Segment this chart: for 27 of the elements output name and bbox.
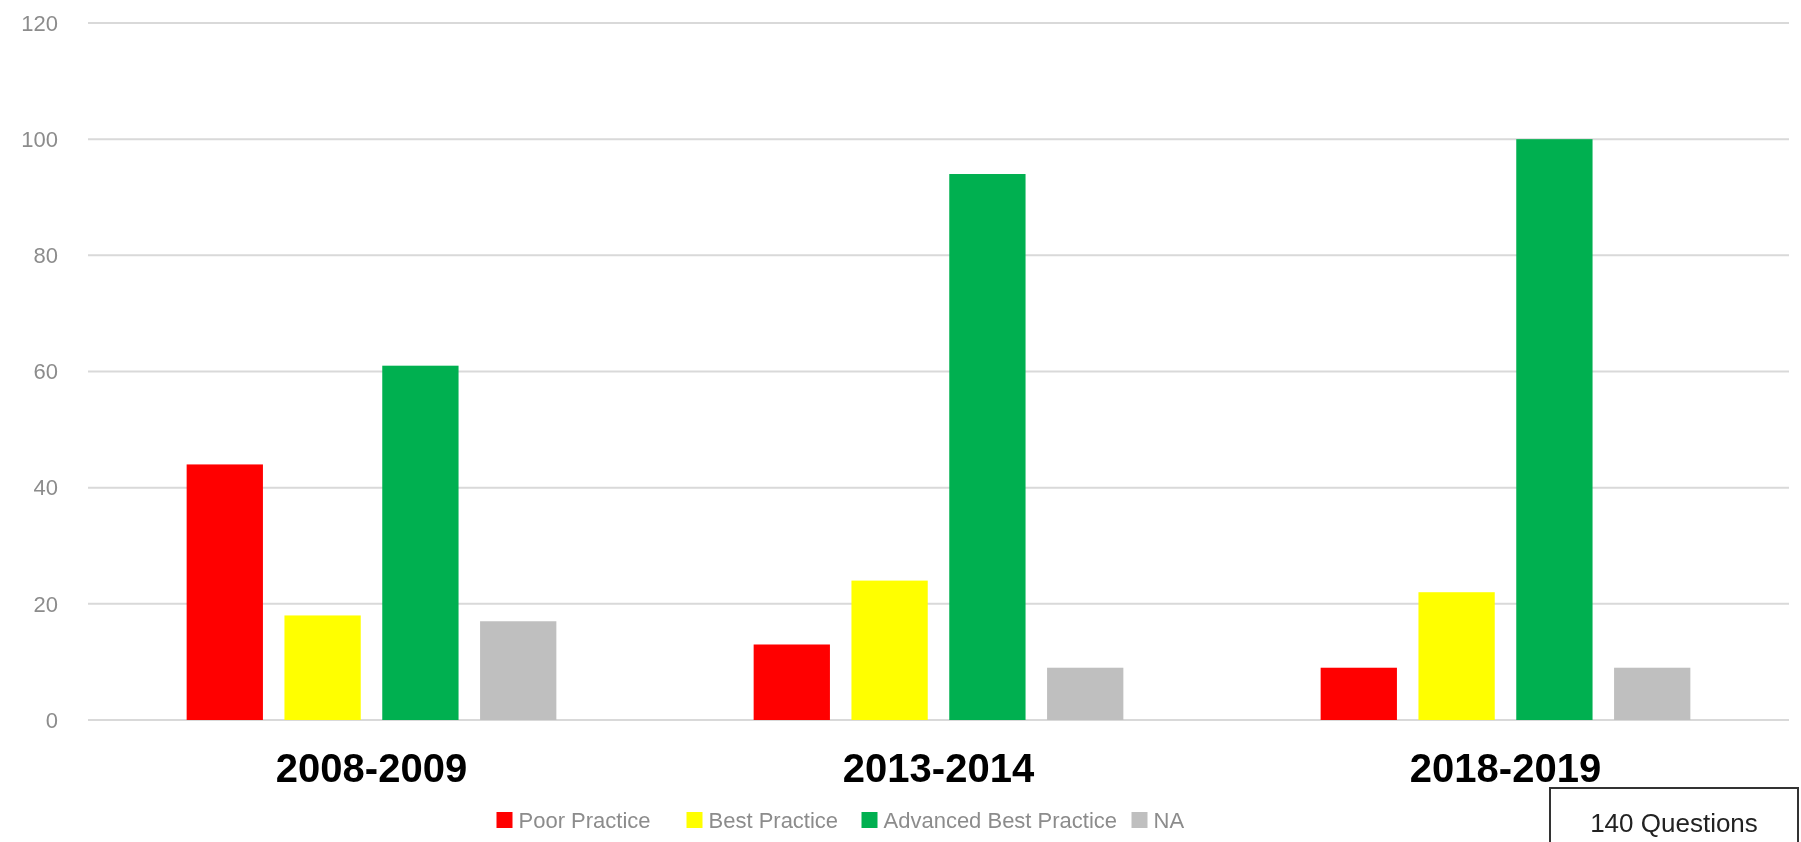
- bar: [186, 464, 263, 720]
- bar: [1516, 139, 1593, 720]
- x-tick-label: 2008-2009: [275, 746, 468, 790]
- bar: [1047, 667, 1124, 720]
- bar: [753, 644, 830, 720]
- bar: [1418, 592, 1495, 720]
- y-tick-label: 100: [21, 126, 58, 152]
- legend-label: Poor Practice: [518, 808, 651, 833]
- y-tick-label: 0: [45, 707, 58, 733]
- bar: [1320, 667, 1397, 720]
- x-tick-label: 2018-2019: [1409, 746, 1602, 790]
- bar: [949, 174, 1026, 720]
- bar: [1614, 667, 1691, 720]
- text: 140 Questions: [1590, 808, 1758, 838]
- y-tick-label: 60: [33, 359, 58, 385]
- y-tick-label: 80: [33, 243, 58, 269]
- legend-label: NA: [1153, 808, 1185, 833]
- y-tick-label: 120: [21, 10, 58, 36]
- bar: [284, 615, 361, 720]
- x-tick-label: 2013-2014: [842, 746, 1035, 790]
- y-tick-label: 40: [33, 475, 58, 501]
- bar: [382, 365, 459, 720]
- bar: [480, 621, 557, 720]
- y-tick-label: 20: [33, 591, 58, 617]
- bar: [851, 580, 928, 720]
- legend-label: Advanced Best Practice: [883, 808, 1118, 833]
- legend-label: Best Practice: [708, 808, 839, 833]
